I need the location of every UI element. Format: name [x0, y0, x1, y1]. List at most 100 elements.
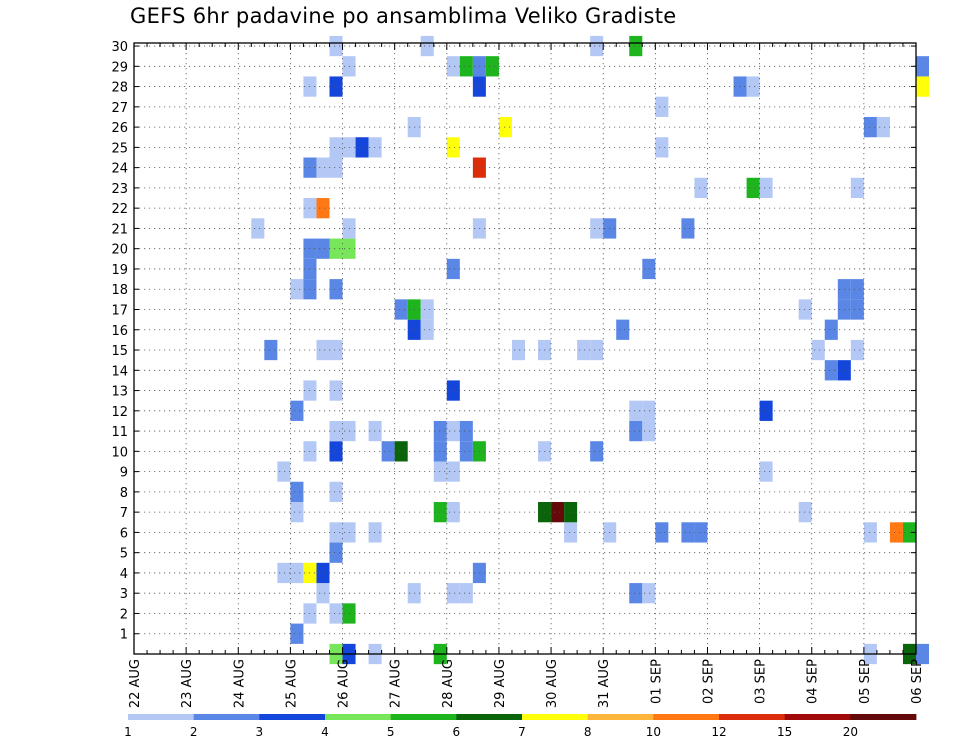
heatmap-cell	[446, 502, 460, 523]
legend-label: 5	[387, 725, 395, 739]
heatmap-cell	[264, 339, 278, 361]
heatmap-cell	[564, 522, 578, 543]
heatmap-cell	[329, 481, 343, 503]
heatmap-cell	[329, 76, 343, 97]
heatmap-cell	[290, 502, 304, 523]
heatmap-cell	[290, 562, 304, 584]
legend-label: 1	[124, 725, 132, 739]
legend-swatch	[390, 714, 457, 720]
heatmap-cell	[590, 441, 604, 462]
legend-swatch	[325, 714, 392, 720]
heatmap-cell	[329, 542, 343, 563]
y-tick-label: 16	[111, 324, 128, 339]
heatmap-cell	[629, 35, 643, 57]
heatmap-cell	[551, 502, 565, 523]
heatmap-cell	[394, 441, 408, 462]
heatmap-cell	[655, 137, 669, 158]
legend-swatch	[259, 714, 326, 720]
heatmap-cell	[811, 339, 825, 361]
heatmap-cell	[694, 177, 708, 199]
y-tick-label: 28	[111, 81, 128, 96]
heatmap-cell	[759, 177, 773, 199]
y-tick-label: 9	[120, 466, 128, 481]
y-tick-label: 26	[111, 121, 128, 136]
heatmap-cell	[577, 339, 591, 361]
heatmap-cell	[446, 380, 460, 401]
heatmap-cell	[446, 137, 460, 158]
heatmap-cell	[916, 76, 930, 97]
heatmap-cell	[798, 502, 812, 523]
heatmap-cell	[642, 400, 656, 421]
heatmap-cell	[329, 137, 343, 158]
legend-label: 7	[518, 725, 526, 739]
heatmap-cell	[863, 116, 877, 138]
legend-swatch	[587, 714, 654, 720]
legend-label: 15	[777, 725, 792, 739]
y-tick-label: 17	[111, 303, 128, 318]
x-tick-label: 29 AUG	[493, 659, 508, 708]
heatmap-cell	[446, 461, 460, 482]
heatmap-cell	[694, 522, 708, 543]
heatmap-cell	[681, 522, 695, 543]
y-tick-label: 23	[111, 182, 128, 197]
heatmap-cell	[433, 502, 447, 523]
y-tick-label: 30	[111, 40, 128, 55]
y-tick-label: 3	[120, 587, 128, 602]
heatmap-cell	[446, 56, 460, 77]
y-axis: 1234567891011121314151617181920212223242…	[111, 40, 916, 643]
heatmap-cell	[433, 441, 447, 462]
heatmap-cell	[316, 198, 330, 219]
x-tick-label: 31 AUG	[597, 659, 612, 708]
heatmap-cell	[590, 218, 604, 239]
heatmap-cell	[316, 562, 330, 584]
heatmap-cell	[642, 258, 656, 280]
heatmap-cell	[251, 218, 265, 239]
legend-label: 6	[453, 725, 461, 739]
heatmap-cell	[655, 522, 669, 543]
legend-swatch	[784, 714, 851, 720]
heatmap-cell	[889, 522, 903, 543]
x-tick-label: 04 SEP	[806, 659, 821, 704]
y-tick-label: 14	[111, 364, 128, 379]
heatmap-cell	[329, 339, 343, 361]
y-tick-label: 8	[120, 486, 128, 501]
x-tick-label: 22 AUG	[128, 659, 143, 708]
x-tick-label: 25 AUG	[284, 659, 299, 708]
y-tick-label: 18	[111, 283, 128, 298]
heatmap-cell	[824, 360, 838, 381]
legend-label: 3	[256, 725, 264, 739]
heatmap-cell	[916, 643, 930, 665]
heatmap-cell	[798, 299, 812, 320]
x-tick-label: 03 SEP	[754, 659, 769, 704]
y-tick-label: 19	[111, 263, 128, 278]
y-tick-label: 10	[111, 445, 128, 460]
heatmap-cell	[329, 522, 343, 543]
heatmap-cell	[277, 461, 291, 482]
heatmap-cell	[420, 319, 434, 340]
heatmap-cell	[616, 319, 630, 340]
grid-lines	[134, 43, 916, 654]
heatmap-cell	[329, 279, 343, 300]
y-tick-label: 21	[111, 222, 128, 237]
heatmap-cell	[485, 56, 499, 77]
heatmap-cell	[316, 238, 330, 259]
heatmap-cell	[511, 339, 525, 361]
x-tick-label: 28 AUG	[441, 659, 456, 708]
legend-swatch	[653, 714, 720, 720]
heatmap-cell	[759, 461, 773, 482]
legend-label: 10	[646, 725, 661, 739]
heatmap-cell	[420, 35, 434, 57]
y-tick-label: 11	[111, 425, 128, 440]
heatmap-cell	[329, 420, 343, 442]
x-tick-label: 23 AUG	[180, 659, 195, 708]
y-tick-label: 2	[120, 607, 128, 622]
x-tick-label: 01 SEP	[649, 659, 664, 704]
heatmap-cell	[564, 502, 578, 523]
x-tick-label: 30 AUG	[545, 659, 560, 708]
heatmap-cell	[642, 583, 656, 604]
heatmap-cell	[850, 299, 864, 320]
legend-label: 8	[584, 725, 592, 739]
heatmap-cell	[446, 583, 460, 604]
y-tick-label: 25	[111, 141, 128, 156]
